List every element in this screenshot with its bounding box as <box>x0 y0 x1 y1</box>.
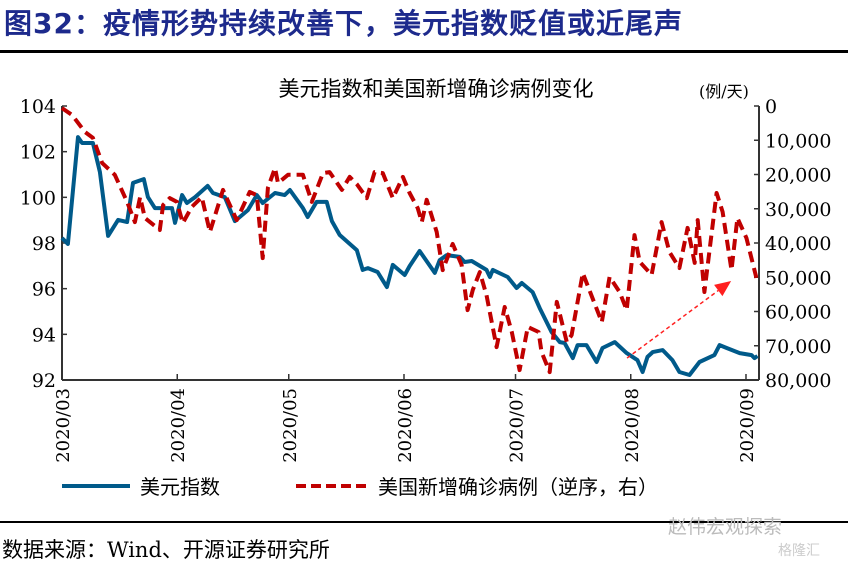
trend-arrow-head <box>714 281 732 297</box>
left-tick-label: 102 <box>20 142 56 164</box>
x-tick-label: 2020/07 <box>507 388 528 463</box>
left-tick-label: 92 <box>32 370 56 392</box>
right-tick-label: 70,000 <box>765 336 831 358</box>
figure-title: 图32：疫情形势持续改善下，美元指数贬值或近尾声 <box>4 7 683 40</box>
title-divider <box>0 50 848 53</box>
left-tick-label: 96 <box>32 279 56 301</box>
x-tick-label: 2020/06 <box>395 388 416 463</box>
source-note: 数据来源：Wind、开源证券研究所 <box>2 538 330 562</box>
legend-label-cases: 美国新增确诊病例（逆序，右） <box>378 475 658 499</box>
left-tick-label: 100 <box>20 187 56 209</box>
x-tick-label: 2020/09 <box>737 388 758 463</box>
right-tick-label: 20,000 <box>765 165 831 187</box>
right-tick-label: 40,000 <box>765 233 831 255</box>
x-tick-label: 2020/08 <box>622 388 643 463</box>
x-tick-label: 2020/04 <box>168 388 189 463</box>
right-tick-label: 50,000 <box>765 267 831 289</box>
right-tick-label: 0 <box>765 96 777 118</box>
right-axis-unit: (例/天) <box>699 82 749 101</box>
legend: 美元指数 美国新增确诊病例（逆序，右） <box>62 475 658 499</box>
left-tick-label: 98 <box>32 233 56 255</box>
watermark-logo: 格隆汇 <box>778 543 820 559</box>
source-divider <box>0 521 848 523</box>
right-tick-label: 80,000 <box>765 370 831 392</box>
right-tick-label: 10,000 <box>765 130 831 152</box>
watermark: 赵伟宏观探索 <box>668 516 783 538</box>
left-tick-label: 94 <box>32 324 56 346</box>
dxy-line <box>60 135 759 377</box>
right-tick-label: 30,000 <box>765 199 831 221</box>
left-tick-label: 104 <box>20 96 56 118</box>
cases-line <box>60 106 759 375</box>
right-tick-label: 60,000 <box>765 302 831 324</box>
x-tick-label: 2020/05 <box>280 388 301 463</box>
x-tick-label: 2020/03 <box>53 388 74 463</box>
legend-label-dxy: 美元指数 <box>140 475 220 499</box>
chart-title: 美元指数和美国新增确诊病例变化 <box>279 77 594 101</box>
trend-arrow-line <box>626 289 719 359</box>
